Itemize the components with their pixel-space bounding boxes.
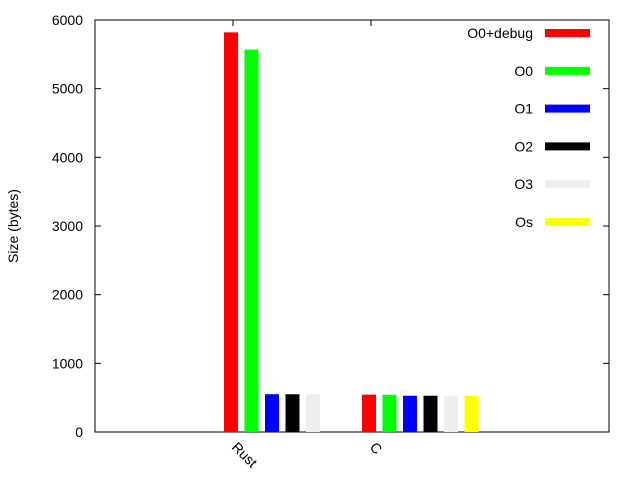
y-axis-ticks: 0 1000 2000 3000 4000 5000 6000 — [52, 12, 609, 440]
bar-c-o2 — [423, 395, 438, 432]
legend-label: Os — [515, 214, 533, 230]
y-tick-label: 5000 — [52, 81, 83, 97]
legend-swatch — [545, 66, 590, 75]
bar-c-o0-debug — [362, 394, 376, 432]
legend: O0+debug O0 O1 O2 O3 Os — [467, 25, 590, 230]
y-tick-label: 4000 — [52, 149, 83, 165]
y-tick-label: 0 — [75, 424, 83, 440]
y-tick-label: 1000 — [52, 355, 83, 371]
bar-rust-o1 — [265, 394, 279, 432]
legend-swatch — [545, 180, 590, 189]
bar-c-os — [464, 395, 479, 432]
bar-c-o1 — [403, 395, 417, 432]
y-tick-label: 2000 — [52, 287, 83, 303]
y-axis-label: Size (bytes) — [5, 189, 21, 263]
legend-swatch — [545, 104, 590, 113]
bar-c-o3 — [444, 395, 458, 432]
y-tick-label: 3000 — [52, 218, 83, 234]
legend-label: O0+debug — [467, 25, 533, 41]
x-tick-label-c: C — [367, 439, 385, 457]
legend-label: O1 — [514, 101, 533, 117]
bar-c-o0 — [382, 394, 397, 432]
y-tick-label: 6000 — [52, 12, 83, 28]
bar-rust-o0-debug — [224, 32, 238, 433]
legend-swatch — [545, 142, 590, 151]
legend-swatch — [545, 218, 590, 226]
legend-label: O2 — [514, 138, 533, 154]
x-tick-label-rust: Rust — [229, 439, 261, 471]
bar-rust-o0 — [244, 49, 259, 432]
bar-rust-o3 — [306, 394, 320, 432]
bar-rust-o2 — [285, 394, 300, 432]
bars — [224, 32, 479, 433]
legend-label: O0 — [514, 63, 533, 79]
legend-swatch — [545, 29, 590, 37]
legend-label: O3 — [514, 176, 533, 192]
